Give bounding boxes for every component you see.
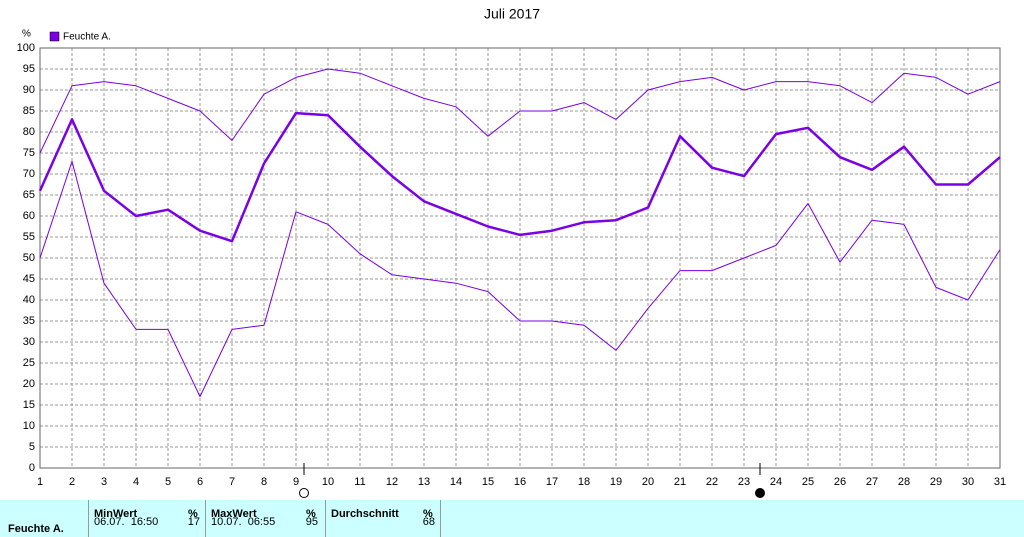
x-tick-label: 3 (101, 476, 107, 488)
y-axis-label: % (22, 29, 31, 40)
y-tick-label: 50 (23, 252, 35, 264)
row-label: Feuchte A. (8, 523, 64, 535)
x-tick-label: 18 (578, 476, 590, 488)
y-tick-label: 75 (23, 147, 35, 159)
y-tick-label: 40 (23, 294, 35, 306)
column-header: MinWert (94, 508, 138, 520)
y-tick-label: 100 (17, 42, 35, 54)
y-tick-label: 30 (23, 336, 35, 348)
x-tick-label: 26 (834, 476, 846, 488)
y-tick-label: 55 (23, 231, 35, 243)
chart: Juli 2017 % Feuchte A. 05101520253035404… (17, 6, 1006, 498)
event-marker (299, 488, 309, 498)
x-tick-label: 24 (770, 476, 782, 488)
column-header: MaxWert (211, 508, 257, 520)
data-line (38, 111, 1001, 243)
x-tick-label: 19 (610, 476, 622, 488)
x-tick-label: 7 (229, 476, 235, 488)
x-tick-label: 28 (898, 476, 910, 488)
y-tick-label: 65 (23, 189, 35, 201)
y-tick-label: 85 (23, 105, 35, 117)
y-tick-label: 5 (29, 441, 35, 453)
y-tick-label: 10 (23, 420, 35, 432)
cell-value: 17 (187, 516, 200, 528)
summary-table: MinWert% MaxWert% Durchschnitt% Feuchte A. 0… (0, 500, 1024, 537)
x-tick-label: 16 (514, 476, 526, 488)
x-tick-label: 22 (706, 476, 718, 488)
column-unit: % (188, 508, 198, 520)
column-separator (205, 500, 206, 537)
cell-value: 68 (422, 516, 435, 528)
y-tick-label: 45 (23, 273, 35, 285)
y-tick-label: 90 (23, 84, 35, 96)
y-tick-label: 15 (23, 399, 35, 411)
column-separator (325, 500, 326, 537)
x-tick-label: 11 (354, 476, 365, 488)
x-tick-label: 23 (738, 476, 750, 488)
x-tick-label: 6 (197, 476, 203, 488)
x-tick-label: 30 (962, 476, 974, 488)
chart-title: Juli 2017 (484, 6, 540, 22)
y-tick-label: 35 (23, 315, 35, 327)
x-tick-label: 13 (418, 476, 430, 488)
x-tick-label: 2 (69, 476, 75, 488)
event-marker (755, 488, 765, 498)
column-unit: % (306, 508, 316, 520)
data-line (39, 68, 1001, 154)
x-tick-label: 17 (546, 476, 558, 488)
x-tick-label: 10 (322, 476, 334, 488)
x-tick-label: 27 (866, 476, 878, 488)
x-tick-label: 8 (261, 476, 267, 488)
x-tick-label: 5 (165, 476, 171, 488)
cell-time: 06.07. 16:50 (94, 516, 159, 528)
y-tick-label: 70 (23, 168, 35, 180)
x-tick-label: 1 (37, 476, 43, 488)
x-tick-label: 4 (133, 476, 139, 488)
legend-swatch (49, 31, 60, 42)
x-tick-label: 12 (386, 476, 398, 488)
y-tick-label: 95 (23, 63, 35, 75)
data-line (39, 160, 1001, 398)
y-tick-label: 20 (23, 378, 35, 390)
y-tick-label: 80 (23, 126, 35, 138)
x-tick-label: 21 (674, 476, 686, 488)
column-unit: % (423, 508, 433, 520)
x-tick-label: 29 (930, 476, 942, 488)
x-tick-label: 31 (994, 476, 1006, 488)
x-tick-label: 14 (450, 476, 462, 488)
cell-time: 10.07. 06:55 (211, 516, 276, 528)
legend-label: Feuchte A. (63, 32, 111, 43)
x-tick-label: 25 (802, 476, 814, 488)
x-tick-label: 9 (293, 476, 299, 488)
column-separator (88, 500, 89, 537)
x-tick-label: 15 (482, 476, 494, 488)
column-separator (440, 500, 441, 537)
column-header: Durchschnitt (331, 508, 399, 520)
cell-value: 95 (305, 516, 318, 528)
y-tick-label: 0 (29, 462, 35, 474)
x-tick-label: 20 (642, 476, 654, 488)
y-tick-label: 60 (23, 210, 35, 222)
y-tick-label: 25 (23, 357, 35, 369)
